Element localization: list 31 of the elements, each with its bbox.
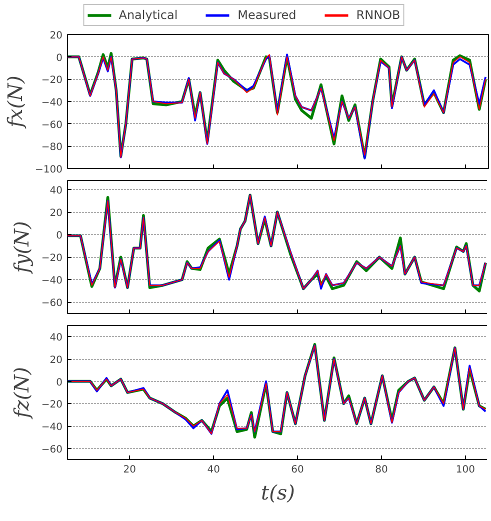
y-tick-label: −20 <box>41 253 63 264</box>
y-tick-label: −20 <box>41 400 63 411</box>
x-tick-label: 20 <box>123 464 136 476</box>
legend-label: RNNOB <box>356 8 400 22</box>
y-tick-label: −40 <box>41 98 63 108</box>
y-tick-label: −60 <box>41 120 63 131</box>
y-axis-title: fy(N) <box>9 221 34 275</box>
y-tick-label: 0 <box>56 230 63 242</box>
y-tick-label: 20 <box>50 30 63 42</box>
y-tick-label: 0 <box>56 377 63 388</box>
y-tick-label: −60 <box>41 298 63 310</box>
y-tick-label: −60 <box>41 444 63 456</box>
x-axis-title: t(s) <box>261 480 295 504</box>
legend-label: Measured <box>238 8 296 22</box>
y-tick-label: −80 <box>41 142 63 154</box>
y-tick-label: 20 <box>50 355 63 366</box>
y-tick-label: −100 <box>35 164 63 176</box>
y-axis-title: fx(N) <box>3 76 28 130</box>
x-tick-label: 40 <box>207 464 220 476</box>
y-tick-label: 40 <box>50 186 63 197</box>
x-tick-label: 60 <box>291 464 304 476</box>
y-tick-label: −40 <box>41 276 63 287</box>
y-tick-label: −40 <box>41 422 63 433</box>
y-tick-label: −20 <box>41 75 63 86</box>
x-tick-label: 80 <box>375 464 388 476</box>
y-tick-label: 20 <box>50 208 63 220</box>
y-tick-label: 0 <box>56 52 63 64</box>
y-tick-label: 40 <box>50 332 63 344</box>
x-tick-label: 100 <box>456 464 475 476</box>
legend-label: Analytical <box>118 8 178 22</box>
y-axis-title: fz(N) <box>9 366 34 420</box>
